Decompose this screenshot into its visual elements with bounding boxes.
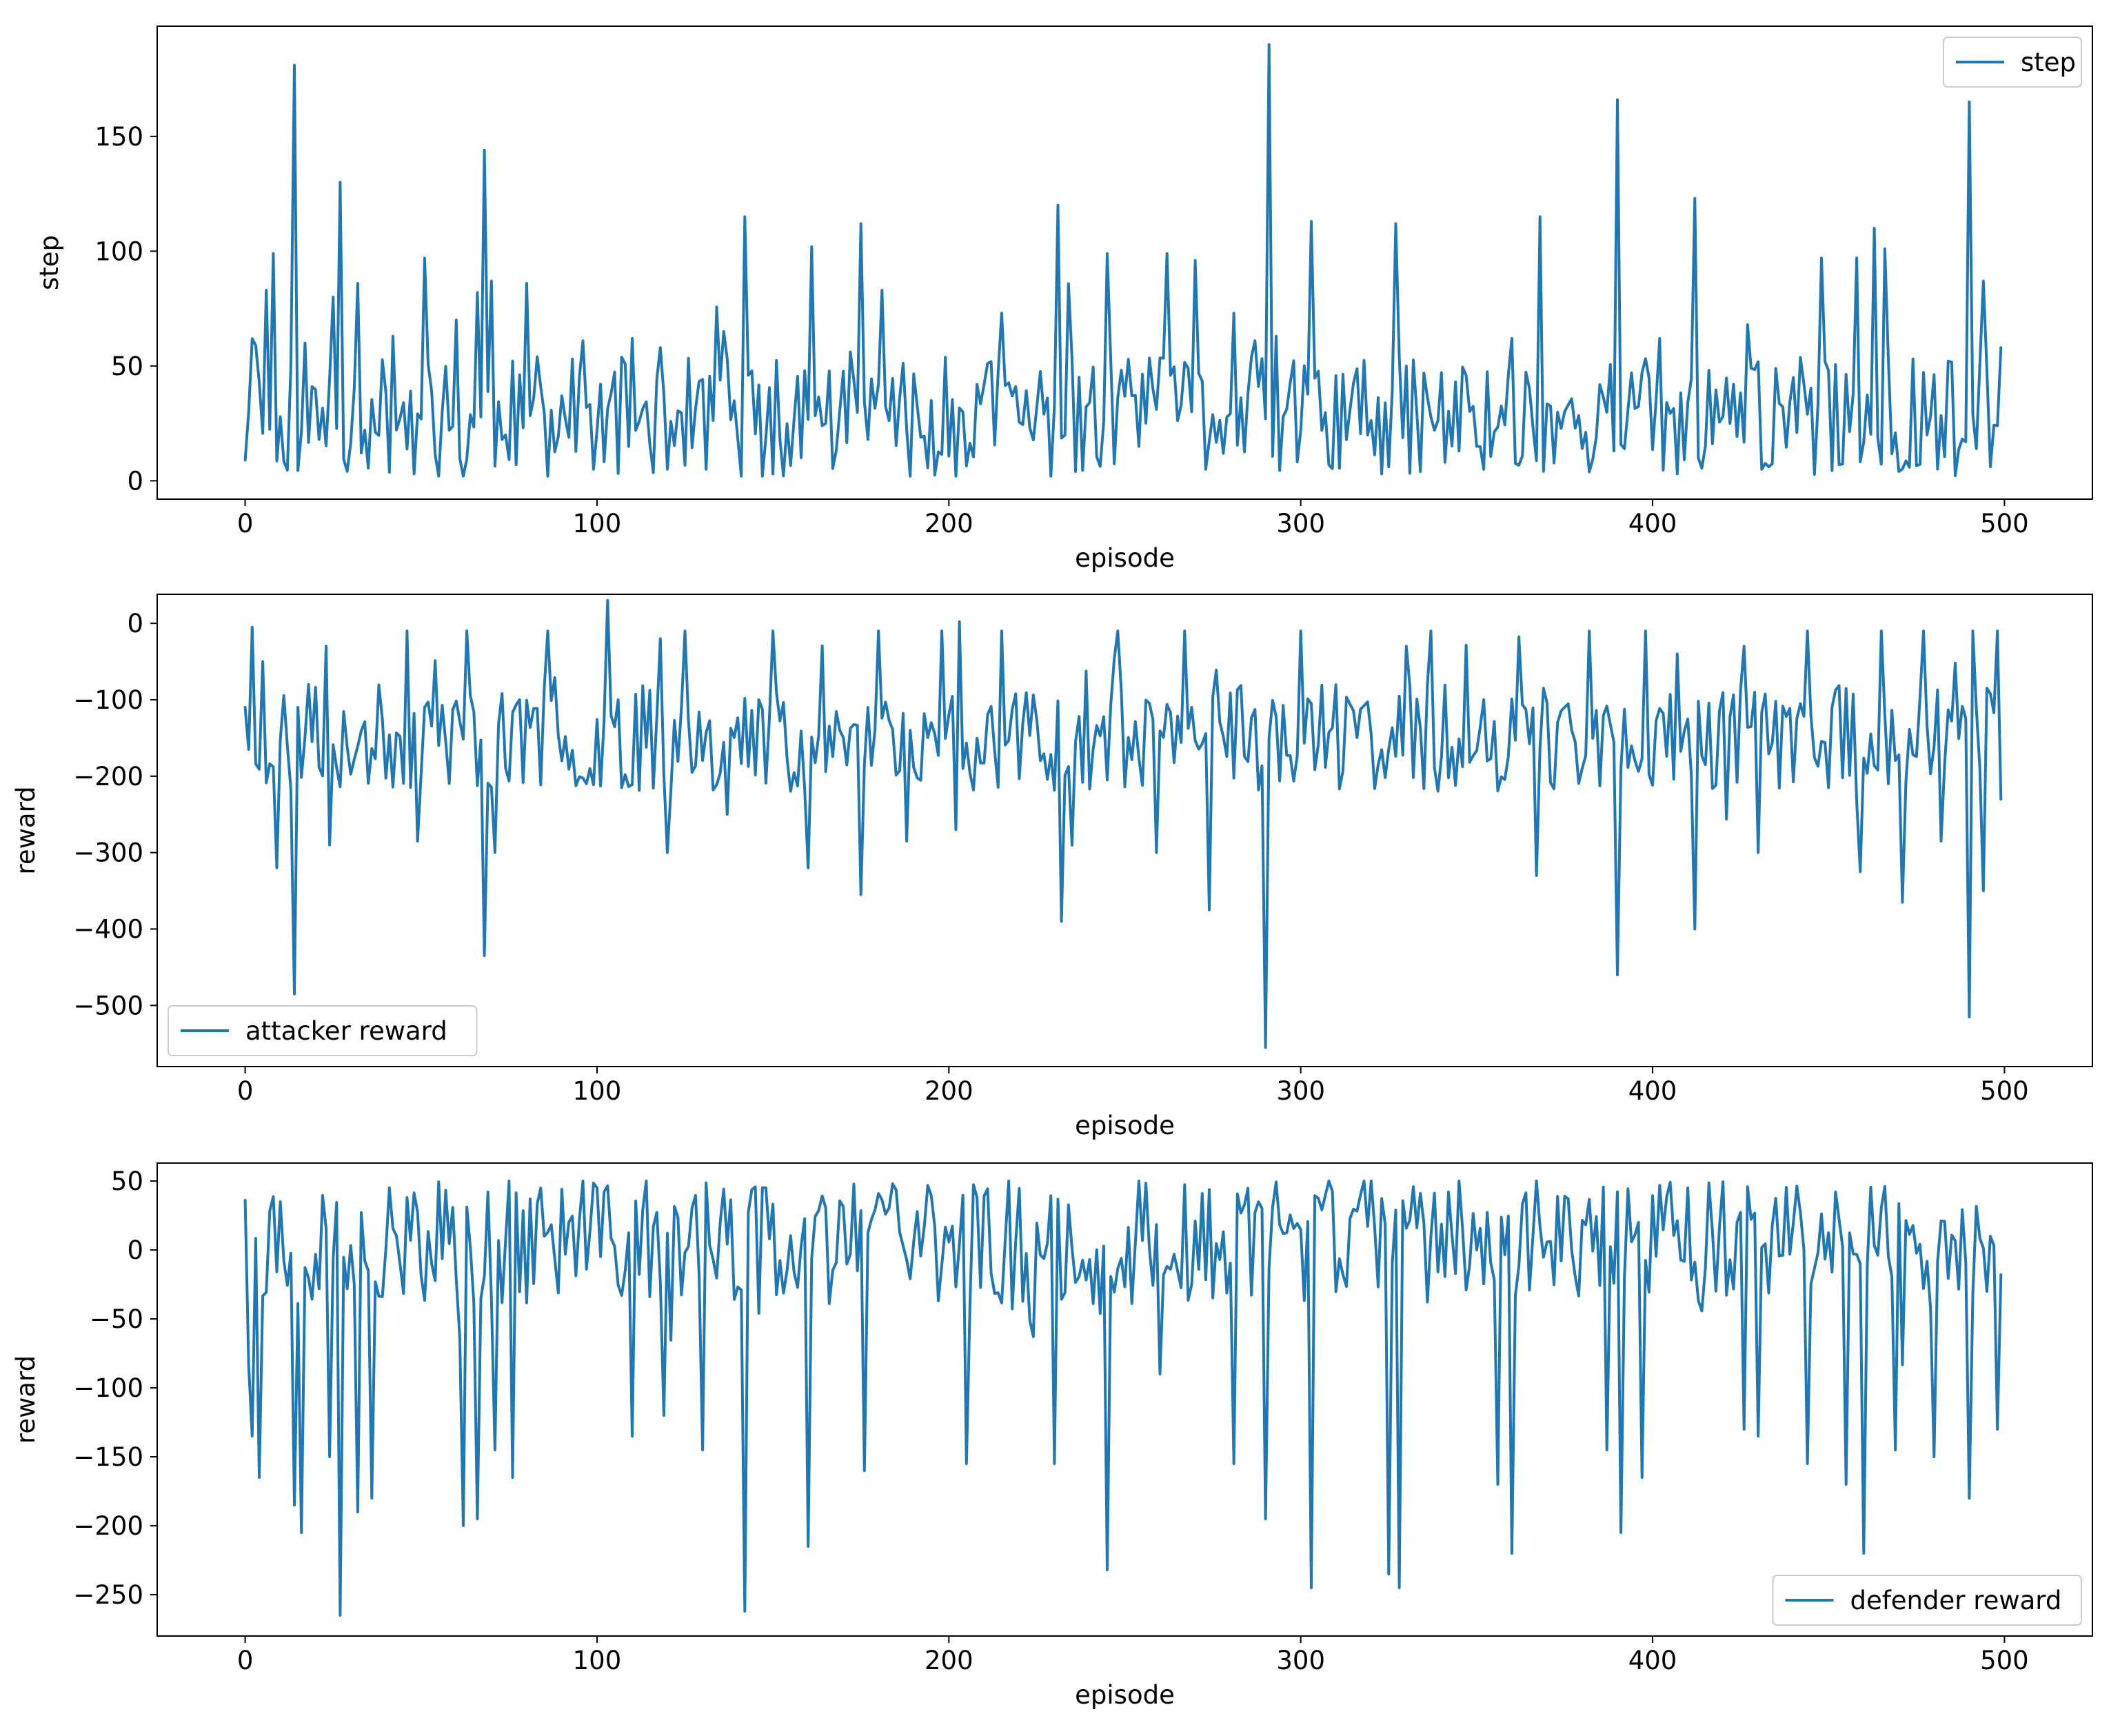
y-tick-label: 100 (94, 236, 143, 266)
x-tick-label: 400 (1628, 1646, 1677, 1675)
y-tick-label: 50 (111, 352, 143, 381)
x-tick-label: 100 (573, 1646, 622, 1675)
legend-label: defender reward (1850, 1586, 2062, 1615)
legend: step (1943, 37, 2082, 88)
x-axis-label: episode (1075, 543, 1175, 573)
x-tick-label: 200 (925, 509, 973, 538)
x-tick-label: 0 (237, 1076, 254, 1106)
y-tick-label: −200 (73, 762, 143, 791)
x-axis-label: episode (1075, 1680, 1175, 1710)
x-tick-label: 300 (1276, 1076, 1325, 1106)
legend: defender reward (1772, 1575, 2082, 1626)
y-tick-label: −500 (73, 991, 143, 1020)
y-tick-label: 0 (127, 466, 143, 496)
x-tick-label: 300 (1276, 509, 1325, 538)
series-line-3-1 (243, 1180, 2003, 1617)
y-tick-label: −100 (73, 685, 143, 715)
y-tick-label: 150 (94, 122, 143, 152)
y-tick-label: 0 (127, 1235, 143, 1265)
y-tick-label: −400 (73, 914, 143, 944)
axes-frame (157, 594, 2093, 1067)
x-tick-label: 500 (1980, 1076, 2029, 1106)
legend-label: attacker reward (245, 1016, 447, 1046)
series-line-2-1 (243, 598, 2003, 1049)
chart-panel-1: 0 100 200 300 400 500 0 50 100 150 episode step step (34, 26, 2093, 573)
x-tick-label: 0 (237, 1646, 254, 1675)
x-axis-label: episode (1075, 1111, 1175, 1140)
x-tick-label: 400 (1628, 1076, 1677, 1106)
legend-box (1943, 37, 2082, 88)
legend: attacker reward (168, 1005, 478, 1056)
legend-box (1772, 1575, 2082, 1626)
x-tick-label: 100 (573, 1076, 622, 1106)
y-axis-label: step (34, 235, 64, 290)
axes-frame (157, 1162, 2093, 1637)
y-tick-label: −150 (73, 1442, 143, 1472)
chart-panel-2: 0 100 200 300 400 500 0 −100 −200 −300 −400 −500 epi… (11, 594, 2093, 1140)
y-axis-label: reward (11, 1355, 41, 1444)
y-tick-label: −50 (90, 1304, 143, 1334)
y-tick-label: −100 (73, 1373, 143, 1403)
y-tick-label: 50 (111, 1167, 143, 1196)
x-tick-label: 400 (1628, 509, 1677, 538)
x-tick-label: 500 (1980, 509, 2029, 538)
y-tick-label: −300 (73, 838, 143, 868)
y-tick-label: 0 (127, 609, 143, 638)
x-tick-label: 200 (925, 1646, 973, 1675)
x-tick-label: 200 (925, 1076, 973, 1106)
axes-frame (157, 26, 2093, 500)
series-line-1-1 (243, 43, 2003, 478)
x-tick-label: 300 (1276, 1646, 1325, 1675)
chart-panel-3: 0 100 200 300 400 500500−50−100−150−200−250ep… (11, 1162, 2093, 1710)
y-axis-label: reward (11, 786, 41, 874)
x-tick-label: 100 (573, 509, 622, 538)
y-tick-label: −250 (73, 1580, 143, 1610)
legend-box (168, 1005, 478, 1056)
legend-label: step (2021, 48, 2076, 77)
x-tick-label: 0 (237, 509, 254, 538)
y-tick-label: −200 (73, 1511, 143, 1541)
x-tick-label: 500 (1980, 1646, 2029, 1675)
